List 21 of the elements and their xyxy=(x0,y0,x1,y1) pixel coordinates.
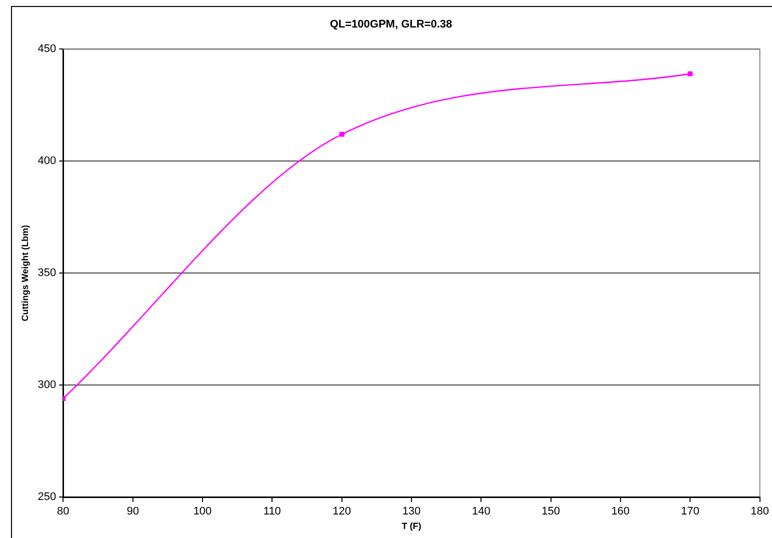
x-tick-label: 110 xyxy=(263,506,281,518)
x-tick-label: 90 xyxy=(126,506,139,518)
y-axis-title: Cuttings Weight (Lbm) xyxy=(20,224,30,322)
y-tick-label: 450 xyxy=(38,43,56,56)
x-tick-label: 150 xyxy=(542,506,560,518)
x-tick-label: 170 xyxy=(680,506,700,518)
x-tick-label: 180 xyxy=(750,506,770,518)
x-axis-title: T (F) xyxy=(402,521,422,532)
y-tick-label: 250 xyxy=(38,491,56,504)
x-tick-label: 80 xyxy=(57,506,70,518)
y-tick-label: 300 xyxy=(38,379,56,392)
x-tick-label: 160 xyxy=(611,506,630,518)
y-tick-label: 400 xyxy=(38,155,56,168)
x-tick-label: 120 xyxy=(332,506,351,518)
x-tick-label: 130 xyxy=(402,506,421,518)
point xyxy=(339,132,344,137)
x-tick-label: 100 xyxy=(193,506,212,518)
point xyxy=(688,71,693,76)
y-tick-label: 350 xyxy=(38,267,56,280)
x-tick-label: 140 xyxy=(472,506,490,518)
chart-title: QL=100GPM, GLR=0.38 xyxy=(330,18,452,31)
